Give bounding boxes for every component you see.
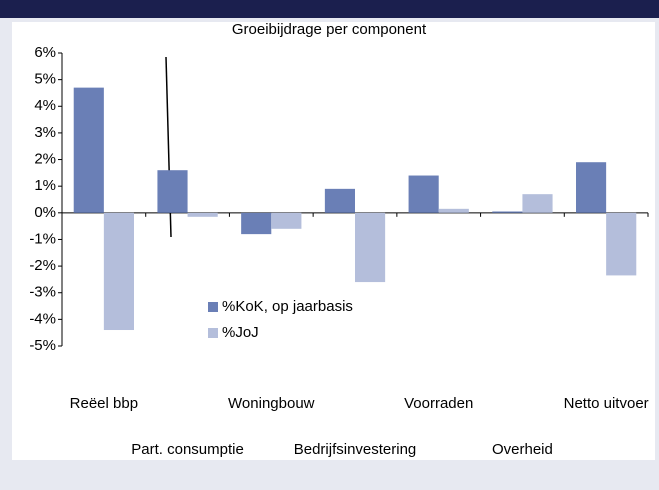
x-tick-label: Bedrijfsinvestering xyxy=(294,441,417,458)
legend-label: %JoJ xyxy=(222,324,259,341)
x-tick-label: Voorraden xyxy=(404,395,473,412)
bar xyxy=(606,212,637,276)
bar xyxy=(271,212,302,229)
x-tick-label: Netto uitvoer xyxy=(564,395,649,412)
bar xyxy=(241,212,272,235)
y-tick-label: -2% xyxy=(29,257,56,274)
x-tick-label: Reëel bbp xyxy=(70,395,138,412)
legend-label: %KoK, op jaarbasis xyxy=(222,298,353,315)
bar xyxy=(187,212,218,217)
y-tick-label: -5% xyxy=(29,337,56,354)
y-tick-label: 0% xyxy=(34,204,56,221)
y-tick-label: 3% xyxy=(34,124,56,141)
bar xyxy=(408,175,439,213)
bar xyxy=(522,194,553,213)
y-tick-label: 4% xyxy=(34,97,56,114)
bar xyxy=(492,211,523,213)
y-tick-label: 6% xyxy=(34,44,56,61)
legend-swatch xyxy=(208,328,218,338)
x-tick-label: Overheid xyxy=(492,441,553,458)
x-tick-label: Woningbouw xyxy=(228,395,315,412)
legend-swatch xyxy=(208,302,218,312)
x-tick-label: Part. consumptie xyxy=(131,441,244,458)
bar xyxy=(157,170,188,213)
y-tick-label: 1% xyxy=(34,177,56,194)
bar xyxy=(103,212,134,331)
bar xyxy=(73,87,104,213)
bar xyxy=(324,188,355,213)
y-tick-label: 2% xyxy=(34,151,56,168)
chart-title: Groeibijdrage per component xyxy=(232,21,427,38)
y-tick-label: 5% xyxy=(34,71,56,88)
y-tick-label: -1% xyxy=(29,230,56,247)
bar xyxy=(438,208,469,213)
bar xyxy=(576,162,607,213)
bar xyxy=(355,212,386,283)
y-tick-label: -4% xyxy=(29,310,56,327)
y-tick-label: -3% xyxy=(29,284,56,301)
header-bar xyxy=(0,0,659,18)
